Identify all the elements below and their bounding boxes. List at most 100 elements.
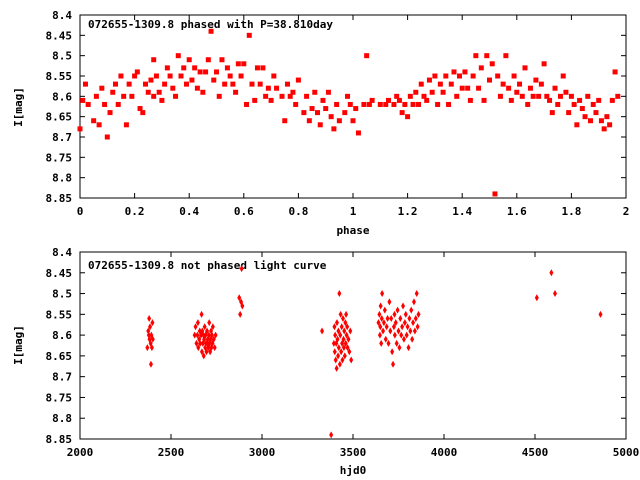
data-point	[194, 339, 199, 347]
data-point	[203, 69, 209, 75]
data-point	[391, 323, 396, 331]
y-tick-label: 8.85	[46, 433, 73, 446]
data-point	[235, 61, 241, 67]
data-point	[107, 110, 113, 116]
data-point	[353, 106, 359, 112]
data-point	[216, 93, 222, 99]
data-point	[320, 327, 325, 335]
data-point	[112, 81, 118, 87]
data-point	[337, 360, 342, 368]
data-point	[421, 93, 427, 99]
data-point	[175, 53, 181, 59]
data-point	[536, 93, 542, 99]
data-point	[183, 81, 189, 87]
data-point	[257, 81, 263, 87]
data-point	[199, 310, 204, 318]
data-point	[197, 69, 203, 75]
data-point	[481, 97, 487, 103]
data-point	[601, 126, 607, 132]
data-point	[211, 335, 216, 343]
x-axis-label: hjd0	[340, 464, 367, 477]
data-point	[446, 101, 452, 107]
data-point	[335, 335, 340, 343]
data-point	[342, 110, 348, 116]
y-tick-label: 8.8	[52, 412, 72, 425]
data-point	[511, 73, 517, 79]
data-point	[328, 114, 334, 120]
data-point	[349, 356, 354, 364]
data-point	[364, 53, 370, 59]
data-point	[199, 348, 204, 356]
data-point	[338, 310, 343, 318]
data-point	[407, 314, 412, 322]
data-point	[237, 294, 242, 302]
data-point	[397, 344, 402, 352]
data-point	[104, 134, 110, 140]
data-point	[411, 298, 416, 306]
data-point	[153, 73, 159, 79]
data-point	[209, 331, 214, 339]
data-point	[96, 122, 102, 128]
data-point	[533, 77, 539, 83]
data-point	[350, 118, 356, 124]
data-point	[402, 319, 407, 327]
data-point	[451, 69, 457, 75]
data-point	[406, 344, 411, 352]
data-point	[379, 314, 384, 322]
data-point	[333, 331, 338, 339]
data-point	[394, 93, 400, 99]
data-point	[347, 101, 353, 107]
data-point	[207, 319, 212, 327]
data-point	[407, 93, 413, 99]
data-point	[566, 110, 572, 116]
data-point	[91, 118, 97, 124]
y-tick-label: 8.45	[46, 29, 73, 42]
data-point	[346, 335, 351, 343]
data-point	[571, 101, 577, 107]
data-point	[418, 81, 424, 87]
data-point	[147, 314, 152, 322]
data-point	[260, 65, 266, 71]
data-point	[148, 323, 153, 331]
data-point	[392, 310, 397, 318]
data-point	[377, 101, 383, 107]
y-axis-label: I[mag]	[12, 87, 25, 127]
data-point	[336, 327, 341, 335]
data-point	[345, 344, 350, 352]
x-tick-label: 2500	[158, 446, 185, 459]
data-point	[366, 101, 372, 107]
data-point	[301, 110, 307, 116]
data-point	[522, 65, 528, 71]
data-point	[361, 101, 367, 107]
data-point	[552, 85, 558, 91]
data-point	[249, 81, 255, 87]
data-point	[401, 302, 406, 310]
data-point	[478, 65, 484, 71]
data-point	[391, 360, 396, 368]
data-point	[287, 93, 293, 99]
y-tick-label: 8.65	[46, 111, 73, 124]
data-point	[492, 191, 498, 197]
data-point	[348, 327, 353, 335]
data-points	[145, 265, 603, 439]
y-axis-label: I[mag]	[12, 325, 25, 365]
data-point	[609, 97, 615, 103]
y-tick-label: 8.5	[52, 288, 72, 301]
data-point	[268, 97, 274, 103]
data-point	[246, 32, 252, 38]
data-point	[369, 97, 375, 103]
y-tick-label: 8.7	[52, 371, 72, 384]
x-tick-label: 1.8	[561, 205, 581, 218]
chart-title: 072655-1309.8 phased with P=38.810day	[88, 18, 333, 31]
data-point	[192, 65, 198, 71]
data-point	[317, 122, 323, 128]
data-point	[252, 97, 258, 103]
plot-frame	[79, 14, 627, 199]
data-point	[440, 89, 446, 95]
data-point	[405, 114, 411, 120]
x-tick-label: 0.6	[234, 205, 254, 218]
y-tick-label: 8.75	[46, 391, 73, 404]
data-point	[467, 97, 473, 103]
data-point	[400, 323, 405, 331]
